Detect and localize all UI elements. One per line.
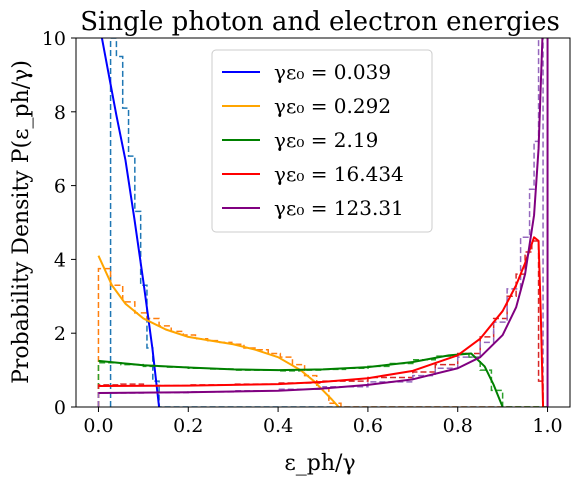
x-tick-label: 0.8 <box>443 415 473 437</box>
series-line <box>100 38 161 407</box>
chart-title: Single photon and electron energies <box>80 7 560 37</box>
legend-label: γε₀ = 2.19 <box>274 128 378 152</box>
y-tick-label: 4 <box>54 249 66 271</box>
legend-label: γε₀ = 123.31 <box>274 196 404 220</box>
y-axis-ticks: 0 2 4 6 8 10 <box>42 28 76 419</box>
x-tick-label: 1.0 <box>532 415 562 437</box>
legend-label: γε₀ = 0.039 <box>274 60 391 84</box>
plot-frame <box>75 37 571 408</box>
series-line <box>98 352 504 407</box>
x-tick-label: 0.4 <box>263 415 293 437</box>
y-tick-label: 10 <box>42 28 66 50</box>
x-axis-ticks: 0.0 0.2 0.4 0.6 0.8 1.0 <box>83 407 563 437</box>
legend-box <box>211 49 433 233</box>
y-axis-label: Probability Density P(ε_ph/γ) <box>9 60 34 384</box>
y-tick-label: 8 <box>54 102 66 124</box>
curve-layer <box>97 38 549 407</box>
legend-label: γε₀ = 0.292 <box>274 94 391 118</box>
series-line <box>98 236 545 407</box>
series-line <box>98 38 544 394</box>
legend-label: γε₀ = 16.434 <box>274 162 404 186</box>
x-tick-label: 0.2 <box>173 415 203 437</box>
legend: γε₀ = 0.039 γε₀ = 0.292 γε₀ = 2.19 γε₀ = 16… <box>211 49 433 233</box>
y-tick-label: 6 <box>54 176 66 198</box>
x-tick-label: 0.0 <box>83 415 113 437</box>
series-line <box>97 255 340 407</box>
y-tick-label: 0 <box>54 397 66 419</box>
x-tick-label: 0.6 <box>353 415 383 437</box>
y-tick-label: 2 <box>54 323 66 345</box>
x-axis-label: ε_ph/γ <box>284 451 355 476</box>
